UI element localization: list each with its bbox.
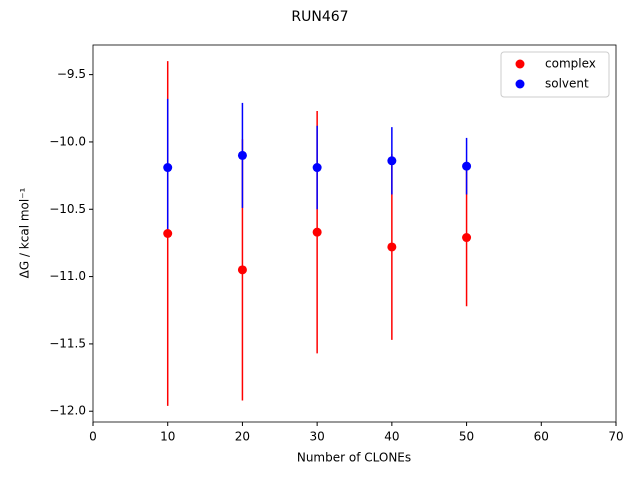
y-tick-label: −10.0 [49, 134, 86, 148]
x-tick-label: 20 [235, 430, 250, 444]
legend-marker [515, 59, 525, 69]
x-axis-label: Number of CLONEs [297, 451, 411, 465]
legend-label: complex [545, 57, 596, 71]
plot-frame [92, 44, 617, 423]
point [237, 265, 247, 275]
x-tick-label: 0 [89, 430, 97, 444]
x-tick-label: 60 [534, 430, 549, 444]
legend-box [500, 51, 610, 98]
x-tick-label: 50 [459, 430, 474, 444]
point [312, 163, 322, 173]
point [462, 161, 472, 171]
x-tick-label: 30 [310, 430, 325, 444]
y-tick-label: −10.5 [49, 202, 86, 216]
point [237, 150, 247, 160]
x-tick-label: 70 [608, 430, 623, 444]
y-tick-label: −11.0 [49, 269, 86, 283]
y-axis-label: ΔG / kcal mol⁻¹ [18, 187, 32, 278]
y-tick-label: −12.0 [49, 404, 86, 418]
y-tick-label: −11.5 [49, 336, 86, 350]
point [387, 156, 397, 166]
legend-marker [515, 79, 525, 89]
chart-title: RUN467 [291, 9, 348, 25]
point [312, 227, 322, 237]
x-tick-label: 10 [160, 430, 175, 444]
point [462, 233, 472, 243]
x-tick-label: 40 [384, 430, 399, 444]
point [387, 242, 397, 252]
point [163, 163, 173, 173]
legend-label: solvent [545, 77, 589, 91]
y-tick-label: −9.5 [57, 67, 86, 81]
point [163, 229, 173, 238]
